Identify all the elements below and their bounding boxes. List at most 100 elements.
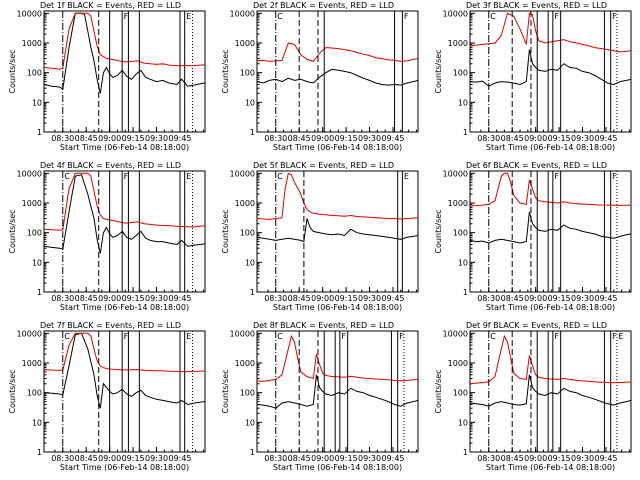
chart-svg: Det 3f BLACK = Events, RED = LLD 1 10 100 10… [434, 1, 632, 152]
y-axis-label: Counts/sec [8, 369, 17, 413]
x-tick-label: 09:30 [145, 454, 168, 463]
x-tick-label: 08:30 [51, 134, 74, 143]
time-marker-label: C [64, 172, 70, 181]
y-tick-label: 10 [458, 98, 468, 107]
y-tick-label: 1000 [22, 199, 42, 208]
plot-frame [43, 10, 206, 133]
y-tick-label: 100 [27, 389, 42, 398]
x-tick-label: 09:00 [311, 134, 334, 143]
chart-svg: Det 4f BLACK = Events, RED = LLD 1 10 100 10… [8, 161, 206, 312]
events-series-line [44, 332, 205, 409]
x-tick-label: 09:15 [122, 294, 145, 303]
chart-title: Det 7f BLACK = Events, RED = LLD [40, 321, 181, 330]
plot-frame [43, 170, 206, 293]
x-tick-label: 09:45 [381, 294, 404, 303]
lld-series-line [44, 172, 205, 231]
chart-svg: Det 9f BLACK = Events, RED = LLD 1 10 100 10… [434, 321, 632, 472]
y-axis-label: Counts/sec [221, 369, 230, 413]
y-tick-label: 10 [458, 418, 468, 427]
time-marker-label: F [404, 12, 409, 21]
x-tick-label: 09:15 [335, 134, 358, 143]
x-tick-label: 08:30 [51, 454, 74, 463]
x-axis-label: Start Time (06-Feb-14 08:18:00) [273, 463, 402, 472]
y-tick-label: 100 [453, 69, 468, 78]
x-tick-label: 08:30 [264, 454, 287, 463]
events-series-line [470, 49, 631, 87]
chart-panel-det8f: Det 8f BLACK = Events, RED = LLD 1 10 100 10… [213, 320, 426, 480]
y-tick-label: 10 [458, 258, 468, 267]
x-tick-label: 09:45 [168, 294, 191, 303]
chart-panel-det6f: Det 6f BLACK = Events, RED = LLD 1 10 100 10… [426, 160, 639, 320]
y-tick-label: 10000 [17, 329, 42, 338]
chart-title: Det 5f BLACK = Events, RED = LLD [253, 161, 394, 170]
x-tick-label: 09:00 [311, 294, 334, 303]
y-tick-label: 100 [453, 389, 468, 398]
lld-series-line [257, 42, 418, 62]
time-marker-label: C [277, 12, 283, 21]
y-tick-label: 10 [32, 418, 42, 427]
x-axis-label: Start Time (06-Feb-14 08:18:00) [60, 463, 189, 472]
lld-series-line [257, 172, 418, 220]
y-axis-label: Counts/sec [8, 49, 17, 93]
plot-frame [469, 10, 632, 133]
x-tick-label: 09:30 [358, 454, 381, 463]
x-tick-label: 09:45 [594, 294, 617, 303]
y-tick-label: 100 [453, 229, 468, 238]
y-tick-label: 10000 [443, 9, 468, 18]
x-tick-label: 09:15 [122, 454, 145, 463]
x-tick-label: 09:00 [524, 134, 547, 143]
lld-series-line [44, 332, 205, 373]
x-tick-label: 08:45 [501, 454, 524, 463]
y-tick-label: 10000 [17, 169, 42, 178]
chart-svg: Det 1f BLACK = Events, RED = LLD 1 10 100 10… [8, 1, 206, 152]
time-marker-label: F [341, 332, 346, 341]
time-marker-label: C [490, 332, 496, 341]
x-tick-label: 09:00 [524, 454, 547, 463]
y-tick-label: 10000 [17, 9, 42, 18]
x-tick-label: 09:15 [122, 134, 145, 143]
plot-frame [256, 10, 419, 133]
chart-panel-det4f: Det 4f BLACK = Events, RED = LLD 1 10 100 10… [0, 160, 213, 320]
y-axis-label: Counts/sec [221, 49, 230, 93]
plot-frame [469, 170, 632, 293]
time-marker-label: F [612, 12, 617, 21]
y-tick-label: 1000 [448, 199, 468, 208]
time-marker-label: E [404, 172, 409, 181]
y-tick-label: 1000 [448, 359, 468, 368]
lld-series-line [470, 172, 631, 207]
x-tick-label: 09:30 [571, 134, 594, 143]
x-tick-label: 09:45 [168, 454, 191, 463]
y-tick-label: 1000 [22, 359, 42, 368]
x-tick-label: 08:45 [288, 454, 311, 463]
plot-frame [469, 330, 632, 453]
x-tick-label: 09:45 [381, 134, 404, 143]
time-marker-label: F [612, 172, 617, 181]
time-marker-label: E [186, 172, 191, 181]
y-tick-label: 1000 [22, 39, 42, 48]
time-marker-label: C [277, 332, 283, 341]
y-tick-label: 100 [27, 69, 42, 78]
time-marker-label: F [554, 12, 559, 21]
y-tick-label: 1000 [235, 359, 255, 368]
time-marker-label: E [618, 332, 623, 341]
x-tick-label: 09:15 [548, 454, 571, 463]
x-tick-label: 09:45 [381, 454, 404, 463]
y-tick-label: 10000 [443, 329, 468, 338]
chart-title: Det 8f BLACK = Events, RED = LLD [253, 321, 394, 330]
x-tick-label: 09:15 [335, 454, 358, 463]
y-tick-label: 100 [240, 389, 255, 398]
y-axis-label: Counts/sec [434, 209, 443, 253]
x-tick-label: 08:30 [264, 294, 287, 303]
x-axis-label: Start Time (06-Feb-14 08:18:00) [273, 303, 402, 312]
x-tick-label: 08:45 [288, 134, 311, 143]
x-tick-label: 09:15 [548, 294, 571, 303]
lld-series-line [257, 334, 418, 382]
x-tick-label: 08:45 [288, 294, 311, 303]
y-tick-label: 10000 [230, 169, 255, 178]
events-series-line [257, 218, 418, 243]
y-tick-label: 1 [37, 448, 42, 457]
events-series-line [44, 12, 205, 94]
x-tick-label: 09:00 [98, 454, 121, 463]
chart-panel-det7f: Det 7f BLACK = Events, RED = LLD 1 10 100 10… [0, 320, 213, 480]
x-tick-label: 08:45 [75, 454, 98, 463]
